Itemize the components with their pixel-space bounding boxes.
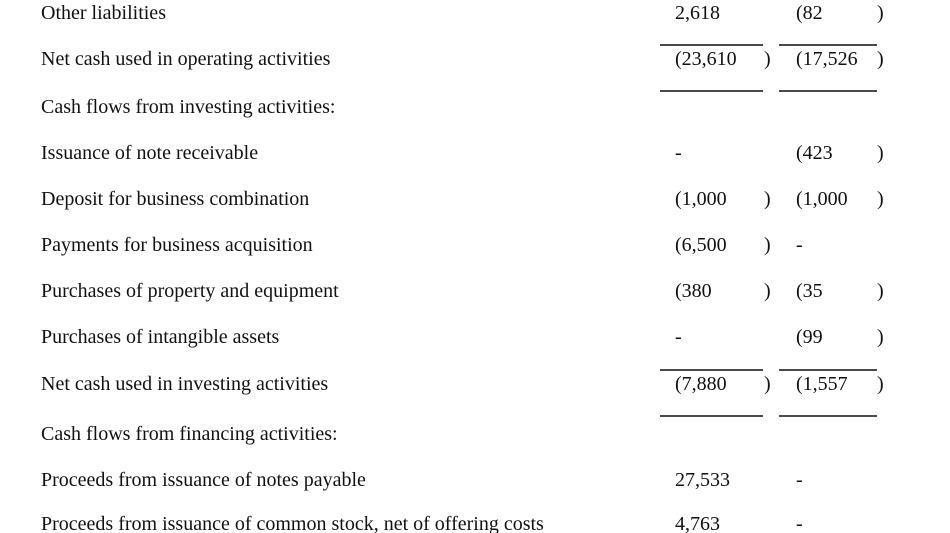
table-row: Issuance of note receivable - (423 )	[0, 139, 950, 167]
total-rule-bottom-col1	[660, 415, 763, 417]
table-row: Purchases of intangible assets - (99 )	[0, 323, 950, 351]
amount-col1: (23,610	[675, 48, 737, 70]
paren-col2: )	[877, 373, 884, 395]
amount-col1: (1,000	[675, 188, 727, 210]
total-rule-top-col1	[660, 44, 763, 46]
amount-col1: (7,880	[675, 373, 727, 395]
row-label: Purchases of property and equipment	[41, 280, 339, 302]
amount-col2: (82	[796, 2, 823, 24]
paren-col2: )	[877, 48, 884, 70]
total-rule-top-col1	[660, 369, 763, 371]
row-label: Other liabilities	[41, 2, 166, 24]
table-row-total: Net cash used in operating activities (2…	[0, 45, 950, 73]
table-row-total: Net cash used in investing activities (7…	[0, 370, 950, 398]
row-label: Net cash used in investing activities	[41, 373, 329, 395]
total-rule-bottom-col2	[779, 415, 877, 417]
amount-col1: -	[675, 326, 682, 348]
section-header-row: Cash flows from financing activities:	[0, 420, 950, 448]
section-header-row: Cash flows from investing activities:	[0, 93, 950, 121]
paren-col2: )	[877, 2, 884, 24]
total-rule-top-col2	[779, 44, 877, 46]
table-row: Other liabilities 2,618 (82 )	[0, 0, 950, 27]
paren-col2: )	[877, 142, 884, 164]
row-label: Purchases of intangible assets	[41, 326, 280, 348]
amount-col2: (17,526	[796, 48, 858, 70]
amount-col2: -	[796, 513, 803, 533]
total-rule-top-col2	[779, 369, 877, 371]
amount-col2: (1,000	[796, 188, 848, 210]
section-label: Cash flows from financing activities:	[41, 423, 338, 445]
row-label: Proceeds from issuance of common stock, …	[41, 513, 544, 533]
table-row: Payments for business acquisition (6,500…	[0, 231, 950, 259]
amount-col2: -	[796, 469, 803, 491]
paren-col2: )	[877, 326, 884, 348]
paren-col1: )	[764, 188, 771, 210]
section-label: Cash flows from investing activities:	[41, 96, 336, 118]
table-row: Proceeds from issuance of notes payable …	[0, 466, 950, 494]
amount-col1: 2,618	[675, 2, 720, 24]
paren-col1: )	[764, 234, 771, 256]
amount-col2: (99	[796, 326, 823, 348]
row-label: Issuance of note receivable	[41, 142, 259, 164]
total-rule-bottom-col1	[660, 90, 763, 92]
amount-col2: (1,557	[796, 373, 848, 395]
amount-col1: (6,500	[675, 234, 727, 256]
amount-col1: 4,763	[675, 513, 720, 533]
row-label: Net cash used in operating activities	[41, 48, 331, 70]
table-row: Deposit for business combination (1,000 …	[0, 185, 950, 213]
paren-col2: )	[877, 188, 884, 210]
amount-col1: (380	[675, 280, 712, 302]
row-label: Proceeds from issuance of notes payable	[41, 469, 366, 491]
table-row: Proceeds from issuance of common stock, …	[0, 510, 950, 533]
paren-col1: )	[764, 48, 771, 70]
amount-col2: (35	[796, 280, 823, 302]
paren-col1: )	[764, 373, 771, 395]
row-label: Payments for business acquisition	[41, 234, 313, 256]
total-rule-bottom-col2	[779, 90, 877, 92]
table-row: Purchases of property and equipment (380…	[0, 277, 950, 305]
amount-col1: 27,533	[675, 469, 730, 491]
amount-col1: -	[675, 142, 682, 164]
row-label: Deposit for business combination	[41, 188, 310, 210]
amount-col2: -	[796, 234, 803, 256]
amount-col2: (423	[796, 142, 833, 164]
paren-col2: )	[877, 280, 884, 302]
paren-col1: )	[764, 280, 771, 302]
